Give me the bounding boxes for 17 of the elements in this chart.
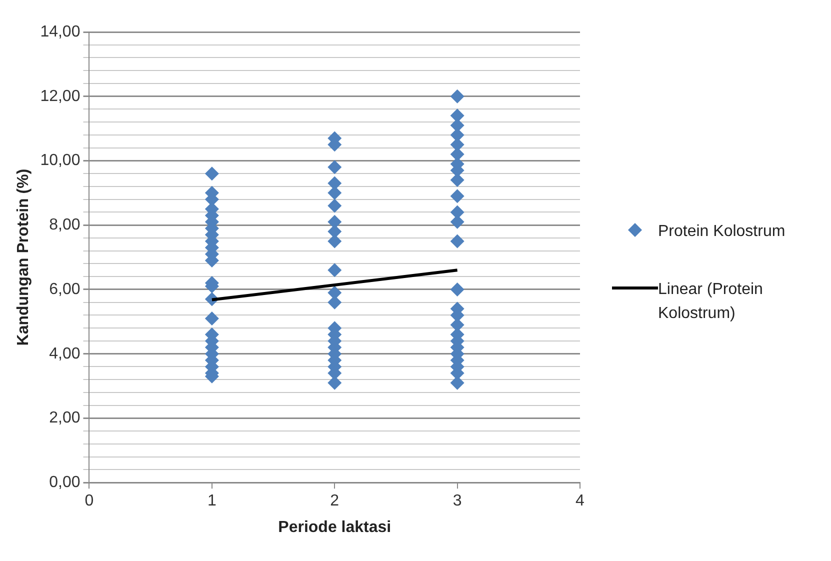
- x-tick-label: 2: [330, 492, 340, 510]
- y-tick-label: 12,00: [40, 88, 80, 105]
- x-tick-label: 1: [207, 492, 216, 510]
- y-tick-label: 6,00: [49, 280, 80, 298]
- x-tick-label: 4: [576, 492, 585, 510]
- y-tick-label: 10,00: [40, 152, 80, 170]
- x-tick-label: 3: [452, 492, 462, 510]
- y-tick-label: 4,00: [49, 345, 80, 362]
- y-tick-label: 0,00: [49, 474, 80, 492]
- y-axis-title: Kandungan Protein (%): [15, 168, 32, 346]
- legend-label: Linear (Protein Kolostrum): [658, 280, 764, 324]
- y-tick-label: 14,00: [40, 23, 80, 40]
- x-tick-label: 0: [84, 492, 94, 510]
- y-tick-label: 8,00: [49, 216, 80, 234]
- y-tick-label: 2,00: [49, 410, 80, 427]
- x-axis-title: Periode laktasi: [278, 518, 392, 536]
- legend-label: Protein Kolostrum: [658, 222, 786, 242]
